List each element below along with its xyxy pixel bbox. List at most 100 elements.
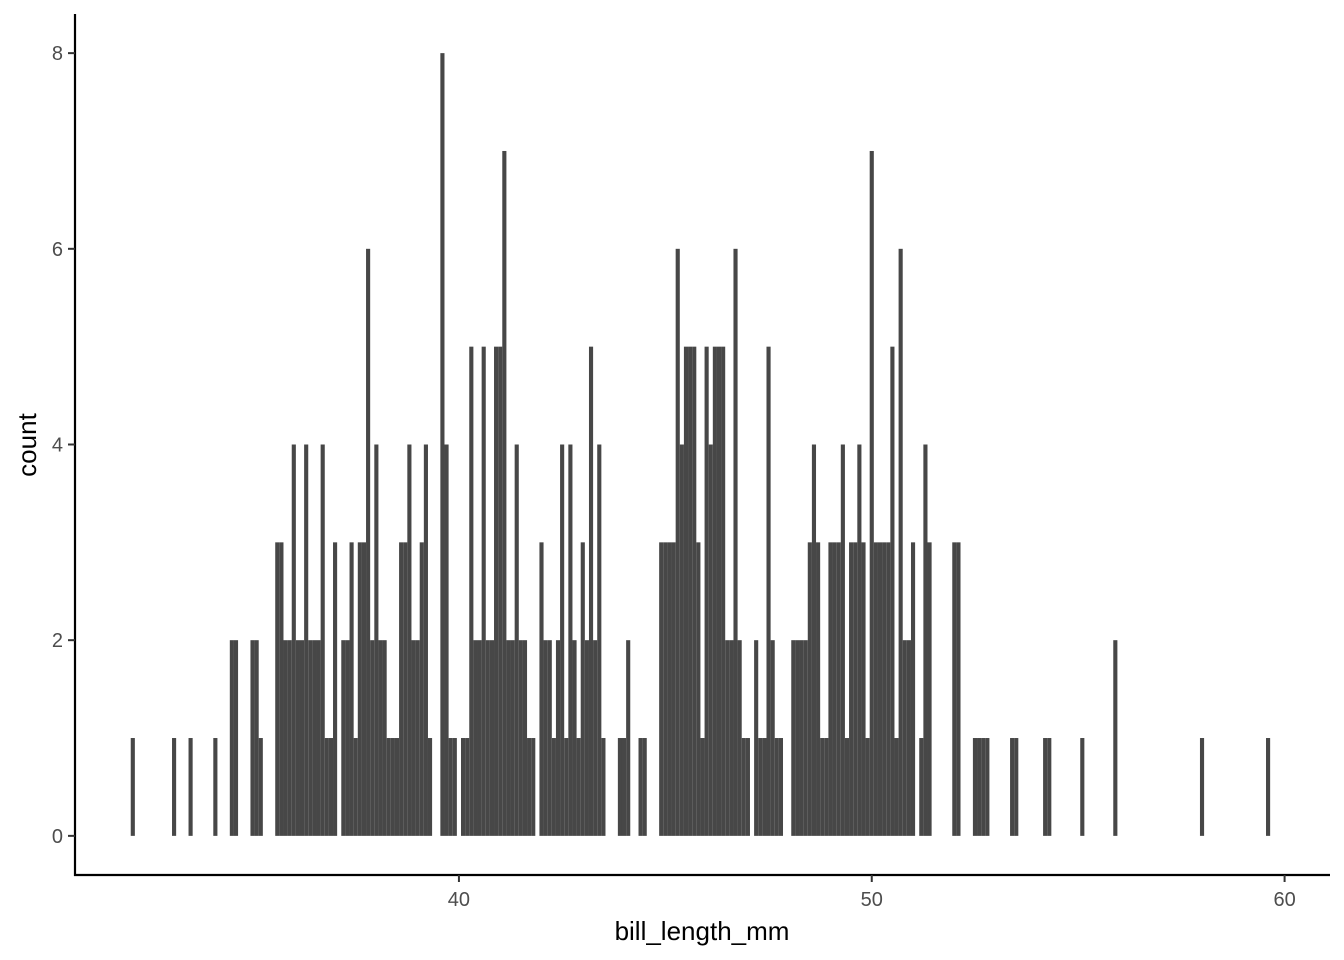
bar	[688, 346, 693, 836]
bar	[712, 346, 717, 836]
bar	[910, 542, 916, 836]
bar	[560, 444, 565, 836]
bar	[324, 738, 329, 836]
bar	[593, 640, 598, 836]
bar	[869, 150, 874, 836]
bar	[568, 444, 573, 836]
bar	[1266, 738, 1271, 836]
bar	[411, 640, 416, 836]
bar	[811, 444, 817, 836]
bar	[250, 640, 255, 836]
bar	[366, 248, 371, 836]
bar	[877, 542, 883, 836]
bar	[861, 542, 866, 836]
bar	[440, 53, 445, 836]
bar	[584, 640, 589, 836]
bar	[663, 542, 668, 836]
bar	[820, 738, 825, 836]
bar	[725, 640, 730, 836]
bar	[452, 738, 457, 836]
bar	[1199, 738, 1205, 836]
bar	[617, 738, 622, 836]
bar	[766, 346, 771, 836]
bar	[626, 640, 631, 836]
bar	[473, 640, 478, 836]
bar	[985, 738, 990, 836]
bar	[1010, 738, 1015, 836]
bar	[353, 738, 358, 836]
x-tick-label: 50	[861, 889, 883, 911]
x-tick-label: 40	[448, 889, 470, 911]
bar	[295, 640, 300, 836]
bar	[291, 444, 296, 836]
bar	[741, 738, 746, 836]
bar	[679, 444, 684, 836]
bar	[642, 738, 647, 836]
bar	[1080, 738, 1085, 836]
bar	[700, 738, 705, 836]
bar	[551, 738, 556, 836]
bar	[919, 738, 924, 836]
y-tick-label: 0	[52, 826, 63, 848]
bar	[283, 640, 288, 836]
bar	[390, 738, 395, 836]
bar	[799, 640, 804, 836]
bar	[721, 346, 726, 836]
bar	[853, 542, 858, 836]
bar	[708, 444, 713, 836]
bar	[386, 738, 391, 836]
bar	[803, 640, 808, 836]
bar	[172, 738, 177, 836]
bar	[333, 542, 338, 836]
bar	[972, 738, 978, 836]
bar	[1047, 738, 1052, 836]
y-axis-label: count	[12, 412, 42, 476]
bar	[671, 542, 676, 836]
bar	[906, 640, 911, 836]
bar	[923, 444, 928, 836]
bar	[762, 738, 767, 836]
bar	[977, 738, 982, 836]
bar	[981, 738, 986, 836]
bar	[770, 640, 775, 836]
y-tick-label: 4	[52, 435, 63, 457]
bar	[188, 738, 193, 836]
bar	[840, 444, 845, 836]
bar	[341, 640, 346, 836]
bar	[882, 542, 887, 836]
bar	[737, 640, 742, 836]
bar	[659, 542, 664, 836]
bar	[1113, 640, 1118, 836]
bar	[518, 640, 523, 836]
bar	[279, 542, 284, 836]
bar	[791, 640, 796, 836]
bar	[927, 542, 932, 836]
bar	[328, 738, 334, 836]
bar	[403, 542, 408, 836]
bar	[427, 738, 433, 836]
bar	[419, 542, 424, 836]
bar	[506, 640, 511, 836]
bar	[320, 444, 325, 836]
bar	[745, 738, 750, 836]
bar	[1014, 738, 1019, 836]
bar	[229, 640, 234, 836]
bar	[692, 346, 697, 836]
bar	[489, 640, 495, 836]
bar	[601, 738, 606, 836]
bar	[287, 640, 292, 836]
bar	[394, 738, 400, 836]
bar	[675, 248, 680, 836]
bar	[716, 346, 722, 836]
bar	[952, 542, 957, 836]
bar	[902, 640, 907, 836]
bar	[481, 346, 486, 836]
bar	[494, 346, 499, 836]
bar	[774, 738, 779, 836]
bar	[370, 640, 375, 836]
plot-area	[130, 53, 1271, 836]
bar	[754, 640, 759, 836]
bar	[873, 542, 878, 836]
bar	[477, 640, 482, 836]
